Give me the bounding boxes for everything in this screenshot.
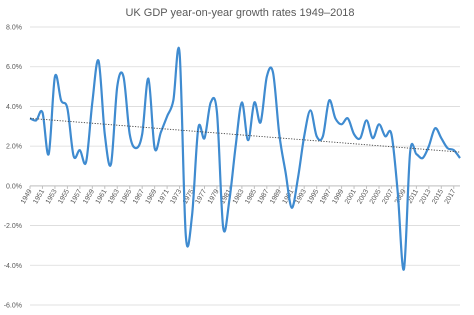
x-tick-label: 1951 — [32, 188, 46, 205]
x-tick-label: 1983 — [232, 188, 246, 205]
chart-title: UK GDP year-on-year growth rates 1949–20… — [125, 7, 354, 19]
x-tick-label: 2009 — [394, 188, 408, 205]
y-tick-label: -4.0% — [4, 263, 22, 270]
x-tick-label: 1997 — [319, 188, 333, 205]
x-tick-label: 1949 — [20, 188, 34, 205]
y-tick-label: 4.0% — [6, 104, 22, 111]
x-tick-label: 2015 — [431, 188, 445, 205]
y-tick-label: 2.0% — [6, 144, 22, 151]
x-tick-label: 1965 — [120, 188, 134, 205]
x-tick-label: 1995 — [307, 188, 321, 205]
x-tick-label: 1977 — [194, 188, 208, 205]
x-tick-label: 1955 — [57, 188, 71, 205]
x-tick-label: 2007 — [381, 188, 395, 205]
x-tick-label: 2003 — [356, 188, 370, 205]
x-tick-label: 2001 — [344, 188, 358, 205]
x-tick-label: 1969 — [145, 188, 159, 205]
x-tick-label: 1985 — [244, 188, 258, 205]
x-tick-label: 1987 — [257, 188, 271, 205]
series-line — [29, 47, 461, 271]
x-tick-label: 1999 — [331, 188, 345, 205]
y-tick-label: 8.0% — [6, 25, 22, 32]
x-tick-label: 1961 — [95, 188, 109, 205]
x-tick-label: 1973 — [169, 188, 183, 205]
x-tick-label: 2005 — [369, 188, 383, 205]
trendline — [29, 117, 461, 153]
y-tick-label: -2.0% — [4, 223, 22, 230]
x-tick-label: 1967 — [132, 188, 146, 205]
y-tick-label: 0.0% — [6, 183, 22, 190]
x-tick-label: 2013 — [419, 188, 433, 205]
x-tick-label: 1959 — [82, 188, 96, 205]
x-tick-label: 1963 — [107, 188, 121, 205]
y-tick-label: -6.0% — [4, 303, 22, 310]
y-tick-label: 6.0% — [6, 64, 22, 71]
x-tick-label: 1953 — [45, 188, 59, 205]
x-tick-label: 1989 — [269, 188, 283, 205]
x-tick-label: 1971 — [157, 188, 171, 205]
x-tick-label: 2017 — [444, 188, 458, 205]
x-tick-label: 1979 — [207, 188, 221, 205]
x-tick-label: 1957 — [70, 188, 84, 205]
